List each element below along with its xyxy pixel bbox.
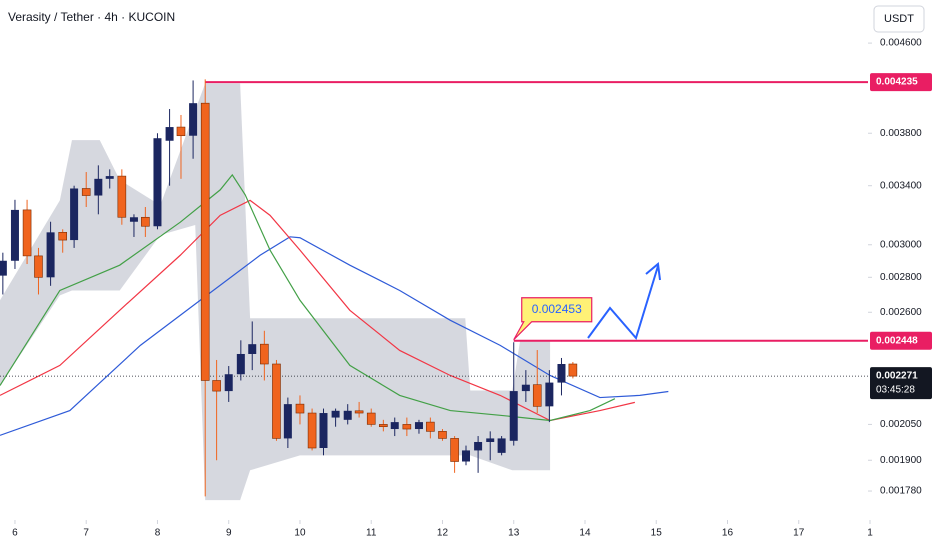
candle-body	[94, 178, 103, 196]
candle-body	[272, 363, 281, 439]
candle-body	[532, 384, 542, 407]
candle-body	[260, 343, 269, 365]
candle-body	[200, 102, 210, 381]
x-tick-label: 11	[366, 528, 377, 539]
candle-body	[22, 209, 32, 257]
candle-body	[141, 216, 150, 227]
moving-average	[0, 236, 669, 436]
candle-body	[486, 438, 495, 442]
candle-body	[81, 188, 91, 196]
candle-body	[426, 421, 435, 432]
candle-body	[295, 403, 305, 414]
candle-body	[379, 424, 388, 428]
candle-body	[129, 217, 138, 222]
candle-body	[70, 188, 79, 241]
candle-body	[402, 424, 412, 430]
x-tick-label: 13	[508, 528, 520, 539]
level-label: 0.004235	[876, 77, 918, 88]
candle-body	[497, 438, 506, 453]
candle-body	[236, 353, 245, 375]
plot	[0, 79, 868, 501]
candle-body	[354, 410, 364, 414]
drawn-arrow	[587, 262, 661, 341]
moving-average	[0, 199, 636, 422]
y-tick-label: 0.002800	[880, 272, 922, 283]
candle-body	[189, 103, 198, 136]
y-tick-label: 0.003400	[880, 180, 922, 191]
candle-body	[117, 175, 127, 218]
level-badge	[870, 331, 932, 350]
candle-body	[0, 260, 7, 276]
currency-button[interactable]	[873, 5, 925, 33]
y-tick-label: 0.001780	[880, 486, 922, 497]
candle-body	[307, 412, 317, 449]
y-tick-label: 0.002050	[880, 419, 922, 430]
candle-body	[283, 404, 292, 439]
candle-body	[331, 410, 340, 418]
x-tick-label: 1	[867, 528, 873, 539]
level-label: 0.002448	[876, 335, 918, 346]
candle-body	[34, 255, 43, 278]
candle-body	[438, 431, 447, 439]
candle-body	[461, 450, 470, 462]
x-tick-label: 15	[651, 528, 663, 539]
candle-body	[414, 422, 423, 430]
chart-title: Verasity / Tether · 4h · KUCOIN	[8, 10, 175, 24]
y-tick-label: 0.001900	[880, 455, 922, 466]
candle-body	[319, 413, 328, 448]
candle-body	[557, 364, 566, 383]
candle-body	[176, 126, 186, 137]
candle-body	[545, 382, 554, 407]
candle-body	[248, 344, 257, 354]
last-price-label: 0.002271	[876, 371, 918, 382]
x-tick-label: 6	[12, 528, 18, 539]
candle-body	[450, 438, 459, 462]
currency-label[interactable]: USDT	[884, 13, 914, 25]
annotation-callout	[513, 297, 593, 341]
candle-body	[366, 412, 376, 425]
candle-body	[58, 232, 68, 241]
candle-body	[224, 374, 233, 392]
band-area	[0, 83, 551, 501]
candle-body	[212, 380, 221, 392]
annotation-label: 0.002453	[532, 302, 582, 316]
x-tick-label: 8	[155, 528, 161, 539]
candle-body	[568, 363, 578, 377]
x-tick-label: 10	[294, 528, 306, 539]
candle-body	[105, 176, 114, 179]
x-tick-label: 9	[226, 528, 232, 539]
candle-body	[343, 410, 352, 420]
x-tick-label: 14	[579, 528, 591, 539]
candle-body	[390, 422, 399, 430]
candle-body	[165, 127, 174, 141]
y-tick-label: 0.004600	[880, 38, 922, 49]
last-price-badge	[870, 367, 932, 400]
moving-average	[0, 173, 616, 422]
candle-body	[474, 441, 483, 451]
candle-body	[46, 232, 55, 278]
y-tick-label: 0.003000	[880, 239, 922, 250]
candle-body	[10, 209, 19, 261]
countdown-label: 03:45:28	[876, 385, 915, 396]
candle-body	[521, 384, 530, 392]
x-tick-label: 16	[722, 528, 734, 539]
level-badge	[870, 73, 932, 92]
axes: 0.004600 0.003800 0.003400 0.003000 0.002800…	[12, 38, 932, 539]
x-tick-label: 7	[83, 528, 89, 539]
candle-body	[509, 391, 518, 441]
y-tick-label: 0.003800	[880, 128, 922, 139]
x-tick-label: 12	[437, 528, 449, 539]
x-tick-label: 17	[793, 528, 805, 539]
y-tick-label: 0.002600	[880, 307, 922, 318]
candle-body	[153, 138, 162, 227]
